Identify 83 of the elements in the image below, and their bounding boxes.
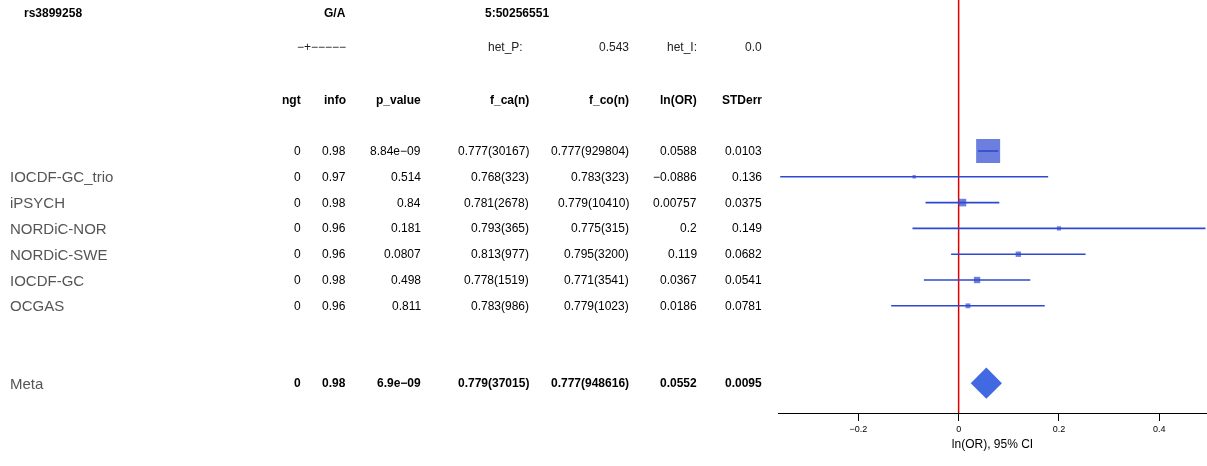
text: 0.777(948616) <box>551 376 630 390</box>
text: 0 <box>294 376 301 390</box>
text: 0 <box>294 170 301 184</box>
text: 0.0375 <box>725 196 763 210</box>
text: info <box>324 93 346 107</box>
text: 0.96 <box>322 247 346 261</box>
text: 0.84 <box>397 196 421 210</box>
text: 0.0588 <box>660 144 698 158</box>
text: 0.775(315) <box>571 221 630 235</box>
text: het_I: <box>667 40 698 54</box>
text: 8.84e−09 <box>370 144 421 158</box>
text: 0.0186 <box>660 299 698 313</box>
text: 0.781(2678) <box>464 196 529 210</box>
text: 0.0 <box>745 40 763 54</box>
x-tick-label: 0 <box>956 423 962 434</box>
text: f_ca(n) <box>490 93 530 107</box>
text: 0.498 <box>391 273 422 287</box>
text: 0.514 <box>391 170 422 184</box>
text: 6.9e−09 <box>377 376 422 390</box>
text: 0.777(929804) <box>551 144 630 158</box>
x-axis-title: ln(OR), 95% CI <box>951 436 1034 451</box>
text: 0.778(1519) <box>464 273 529 287</box>
text: 0 <box>294 299 301 313</box>
text: 0.771(3541) <box>564 273 629 287</box>
text: 0.0682 <box>725 247 763 261</box>
category-label: IOCDF-GC_trio <box>10 168 114 185</box>
text: 0.96 <box>322 221 346 235</box>
text: 0.96 <box>322 299 346 313</box>
text: 0.149 <box>732 221 763 235</box>
text: 0.98 <box>322 376 346 390</box>
text: 0 <box>294 196 301 210</box>
text: STDerr <box>722 93 763 107</box>
text: 0.783(986) <box>471 299 530 313</box>
category-label: IOCDF-GC <box>10 272 85 289</box>
text: 0.795(3200) <box>564 247 629 261</box>
text: 0.811 <box>392 299 422 313</box>
text: 0 <box>294 144 301 158</box>
text: ln(OR) <box>660 93 697 107</box>
text: 0.98 <box>322 273 346 287</box>
category-label: NORDiC-NOR <box>10 220 107 237</box>
text: 0.0095 <box>725 376 763 390</box>
text: 0.779(10410) <box>558 196 630 210</box>
text: 0.98 <box>322 144 346 158</box>
text: 0.0807 <box>384 247 422 261</box>
category-label: iPSYCH <box>10 194 66 211</box>
text: −+−−−−− <box>297 40 347 54</box>
text: het_P: <box>488 40 523 54</box>
text: p_value <box>376 93 422 107</box>
x-tick-label: −0.2 <box>849 423 868 434</box>
text: 0.00757 <box>653 196 697 210</box>
text: 0 <box>294 247 301 261</box>
text: 0.97 <box>322 170 346 184</box>
text: 0.181 <box>391 221 422 235</box>
text: 0.0541 <box>725 273 763 287</box>
category-label: Meta <box>10 375 44 392</box>
text: f_co(n) <box>589 93 629 107</box>
text: 0.779(37015) <box>458 376 530 390</box>
text: 0.0367 <box>660 273 698 287</box>
text: G/A <box>324 6 346 20</box>
text: 0.0781 <box>725 299 763 313</box>
x-tick-label: 0.4 <box>1153 423 1166 434</box>
x-tick-label: 0.2 <box>1052 423 1066 434</box>
text: 0.793(365) <box>471 221 530 235</box>
text: 0.119 <box>668 247 698 261</box>
text: rs3899258 <box>24 6 83 20</box>
text: 0 <box>294 273 301 287</box>
category-label: OCGAS <box>10 297 65 314</box>
category-label: NORDiC-SWE <box>10 246 108 263</box>
text: ngt <box>282 93 301 107</box>
text: 0.98 <box>322 196 346 210</box>
text: 0 <box>294 221 301 235</box>
text: −0.0886 <box>653 170 698 184</box>
text: 0.0552 <box>660 376 698 390</box>
text: 0.2 <box>680 221 698 235</box>
text: 0.777(30167) <box>458 144 530 158</box>
text: 0.136 <box>732 170 763 184</box>
text: 5:50256551 <box>485 6 550 20</box>
text: 0.543 <box>599 40 630 54</box>
text: 0.768(323) <box>471 170 530 184</box>
text: 0.779(1023) <box>564 299 629 313</box>
text: 0.813(977) <box>471 247 530 261</box>
text: 0.0103 <box>725 144 763 158</box>
text: 0.783(323) <box>571 170 630 184</box>
